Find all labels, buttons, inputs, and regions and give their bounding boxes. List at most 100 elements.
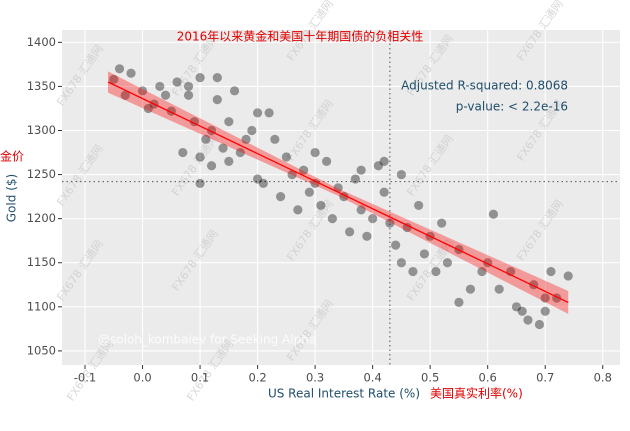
point — [201, 134, 211, 144]
x-tick-label: 0.2 — [248, 371, 266, 385]
x-tick-label: 0.4 — [363, 371, 381, 385]
x-tick-label: 0.7 — [536, 371, 554, 385]
point — [287, 169, 297, 180]
grid — [58, 30, 620, 369]
point — [356, 205, 366, 215]
x-tick-label: 0.8 — [594, 371, 612, 385]
point — [511, 302, 522, 312]
point — [373, 161, 383, 171]
y-tick-label: 1050 — [27, 343, 56, 357]
point — [172, 77, 182, 87]
point — [322, 156, 332, 166]
x-tick-label: 0.5 — [421, 371, 439, 385]
y-tick-label: 1200 — [27, 211, 56, 225]
x-tick-label: 0.1 — [191, 371, 209, 385]
point — [494, 284, 504, 294]
x-tick-label: 0.0 — [133, 371, 151, 385]
annotation: p-value: < 2.2e-16 — [456, 100, 568, 114]
point — [310, 178, 320, 188]
point — [183, 81, 194, 92]
point — [391, 240, 401, 250]
point — [517, 306, 527, 316]
point — [212, 95, 222, 105]
point — [402, 222, 412, 233]
point — [304, 187, 314, 197]
point — [419, 249, 430, 259]
point — [437, 218, 447, 228]
point — [345, 227, 355, 237]
point — [534, 319, 545, 330]
point — [327, 214, 337, 224]
annotation: Adjusted R-squared: 0.8068 — [401, 79, 568, 93]
point — [431, 266, 441, 277]
x-tick-label: -0.1 — [74, 371, 96, 385]
point — [109, 74, 119, 84]
point — [252, 108, 263, 118]
point — [195, 178, 205, 188]
point — [126, 68, 136, 78]
point — [218, 143, 228, 153]
y-label-cn: 金价 — [0, 149, 24, 164]
point — [477, 266, 487, 277]
point — [408, 266, 418, 277]
point — [454, 297, 464, 308]
y-tick-label: 1250 — [27, 167, 56, 181]
point — [385, 218, 395, 228]
point — [160, 90, 171, 100]
point — [488, 209, 499, 219]
point — [275, 192, 286, 202]
point — [396, 258, 407, 268]
y-tick-label: 1400 — [27, 35, 56, 49]
fit-line — [107, 81, 569, 303]
point — [379, 187, 389, 197]
point — [212, 73, 222, 83]
point — [258, 178, 268, 188]
point — [247, 125, 257, 136]
y-label: Gold ($) — [5, 174, 19, 222]
y-tick-label: 1350 — [27, 79, 56, 93]
point — [114, 64, 125, 74]
point — [195, 73, 205, 83]
point — [523, 315, 533, 325]
y-tick-label: 1300 — [27, 123, 56, 137]
point — [229, 86, 240, 96]
point — [206, 161, 217, 171]
point — [414, 200, 424, 211]
point — [195, 152, 205, 162]
plot-background — [62, 30, 620, 365]
x-label: US Real Interest Rate (%) — [268, 387, 420, 401]
point — [563, 271, 573, 281]
point — [224, 117, 234, 127]
x-label-cn: 美国真实利率(%) — [430, 386, 523, 401]
point — [333, 183, 343, 193]
y-tick-label: 1100 — [27, 299, 56, 313]
y-tick-label: 1150 — [27, 255, 56, 269]
point — [264, 108, 274, 118]
credit: @soloh_kombaiev for Seeking Alpha — [98, 333, 316, 347]
point — [540, 306, 550, 316]
point — [299, 165, 309, 175]
point — [293, 205, 303, 215]
point — [362, 231, 372, 241]
point — [155, 81, 165, 92]
point — [442, 258, 453, 268]
point — [281, 152, 291, 162]
point — [178, 147, 188, 158]
point — [310, 147, 320, 158]
x-tick-label: 0.6 — [479, 371, 497, 385]
marks — [62, 30, 620, 365]
point — [396, 169, 407, 180]
point — [540, 293, 550, 303]
point — [137, 86, 148, 96]
point — [143, 103, 153, 114]
point — [379, 156, 389, 166]
point — [241, 134, 251, 144]
point — [120, 90, 130, 100]
point — [252, 174, 263, 184]
point — [183, 90, 194, 100]
point — [224, 156, 234, 166]
x-tick-label: 0.3 — [306, 371, 324, 385]
point — [368, 214, 378, 224]
point — [235, 147, 245, 158]
